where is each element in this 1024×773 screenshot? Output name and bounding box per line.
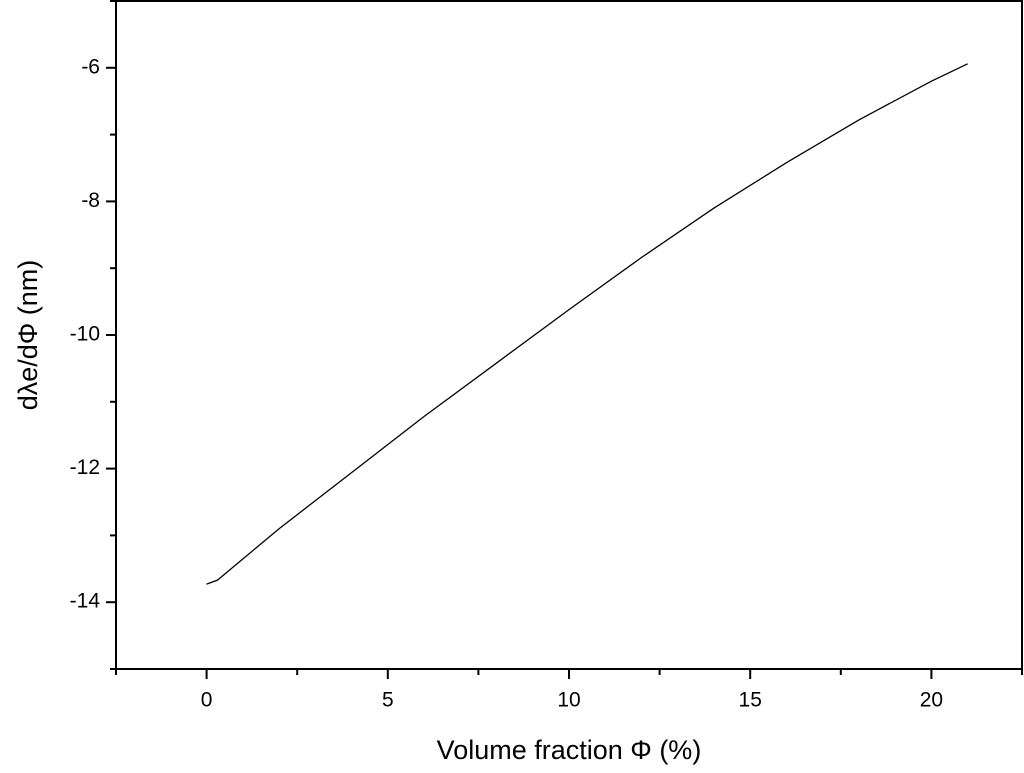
x-axis-label: Volume fraction Φ (%) [437,735,702,765]
y-tick-label: -8 [81,189,100,212]
data-line [206,63,968,585]
y-tick-label: -6 [81,55,100,78]
y-tick-label: -10 [70,323,100,346]
y-tick-label: -14 [70,590,101,613]
plot-frame [115,0,1023,670]
y-tick-label: -12 [70,456,100,479]
x-tick-label: 20 [920,689,943,712]
y-axis-label: dλe/dΦ (nm) [13,260,43,411]
x-tick-label: 0 [201,689,213,712]
x-tick-label: 5 [382,689,394,712]
x-tick-label: 15 [739,689,762,712]
x-tick-label: 10 [557,689,580,712]
